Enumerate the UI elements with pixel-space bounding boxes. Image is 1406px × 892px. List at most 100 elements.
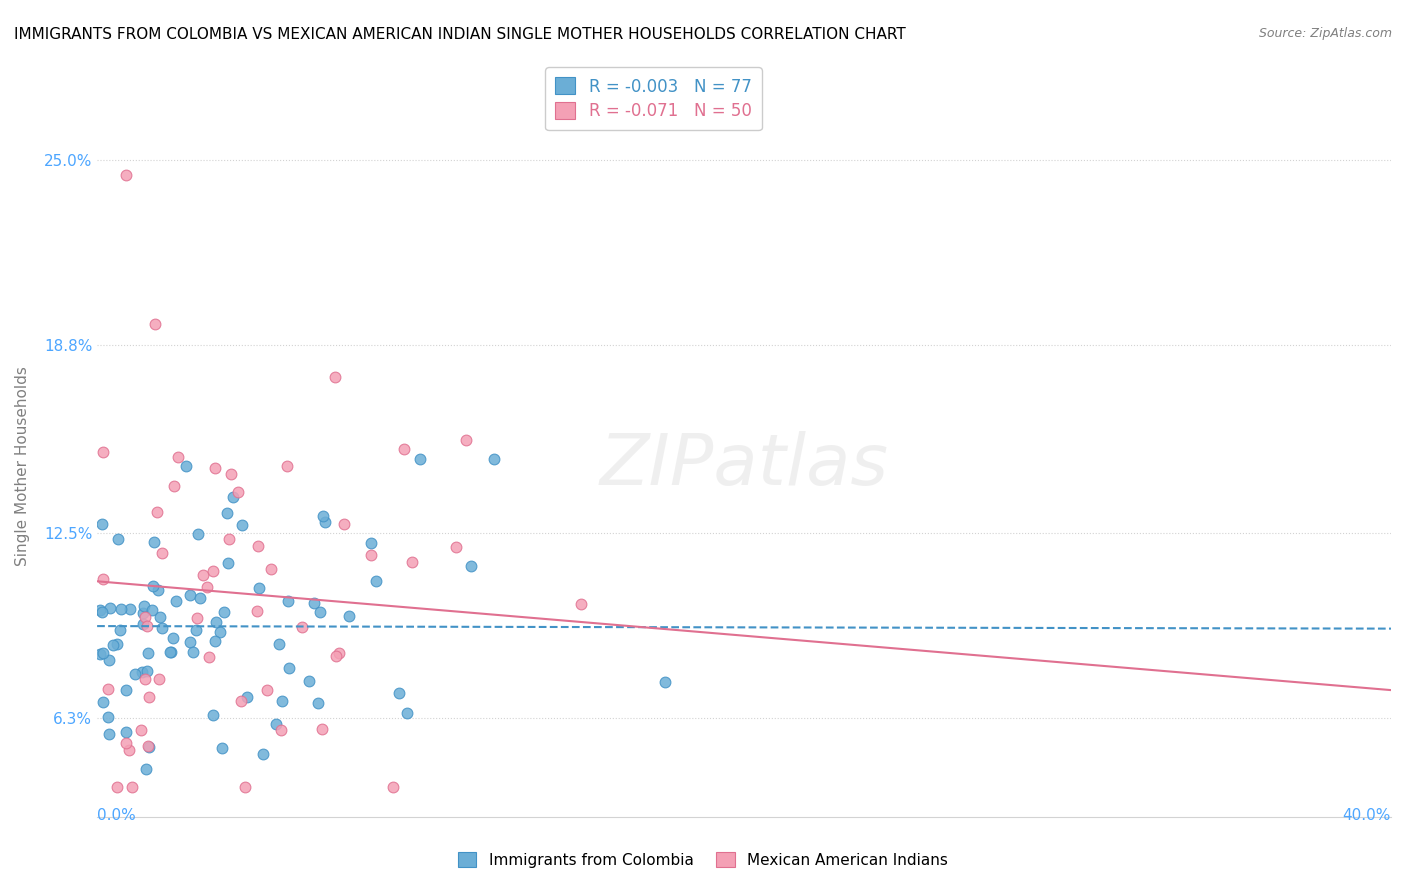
Point (114, 724, 136, 739)
Point (162, 632, 184, 646)
Point (91, 572, 114, 586)
Text: ZIPatlas: ZIPatlas (599, 432, 889, 500)
Point (401, 555, 423, 569)
Point (110, 601, 132, 615)
Point (337, 608, 360, 623)
Point (176, 458, 198, 473)
Point (98, 727, 121, 741)
Point (134, 599, 156, 614)
Point (131, 723, 153, 737)
Point (270, 723, 292, 737)
Point (148, 673, 170, 687)
Point (136, 647, 159, 661)
Point (89, 603, 111, 617)
Point (409, 452, 432, 467)
Point (179, 635, 201, 649)
Point (205, 615, 228, 629)
Point (91, 695, 114, 709)
Point (141, 603, 163, 617)
Point (569, 597, 592, 611)
Point (89, 647, 111, 661)
Point (179, 588, 201, 602)
Point (187, 526, 209, 541)
Y-axis label: Single Mother Households: Single Mother Households (15, 366, 30, 566)
Point (264, 717, 287, 731)
Point (276, 458, 298, 473)
Point (131, 616, 153, 631)
Point (395, 706, 418, 720)
Point (277, 593, 299, 607)
Point (124, 667, 146, 681)
Text: 40.0%: 40.0% (1343, 808, 1391, 823)
Point (256, 682, 278, 697)
Point (134, 610, 156, 624)
Point (146, 505, 169, 519)
Point (184, 623, 207, 637)
Point (308, 605, 330, 619)
Point (91, 516, 114, 531)
Point (314, 515, 336, 529)
Point (143, 317, 166, 331)
Point (208, 624, 231, 639)
Point (222, 490, 245, 504)
Point (204, 633, 226, 648)
Point (146, 582, 169, 597)
Point (328, 646, 350, 660)
Point (135, 762, 157, 776)
Point (97, 681, 120, 696)
Point (482, 452, 505, 467)
Point (167, 450, 190, 465)
Point (138, 740, 160, 755)
Point (118, 743, 141, 757)
Point (138, 690, 160, 704)
Point (446, 541, 468, 555)
Legend: Immigrants from Colombia, Mexican American Indians: Immigrants from Colombia, Mexican Americ… (450, 844, 956, 875)
Point (120, 601, 142, 615)
Text: IMMIGRANTS FROM COLOMBIA VS MEXICAN AMERICAN INDIAN SINGLE MOTHER HOUSEHOLDS COR: IMMIGRANTS FROM COLOMBIA VS MEXICAN AMER… (14, 27, 905, 42)
Point (150, 546, 173, 560)
Point (278, 660, 301, 674)
Point (105, 637, 128, 651)
Point (136, 739, 159, 753)
Point (394, 442, 416, 456)
Point (217, 556, 239, 570)
Point (291, 620, 314, 634)
Point (211, 741, 233, 756)
Point (302, 596, 325, 610)
Point (454, 433, 477, 447)
Point (247, 539, 270, 553)
Point (252, 747, 274, 761)
Point (98, 653, 121, 667)
Point (247, 581, 270, 595)
Point (201, 564, 224, 578)
Point (101, 638, 124, 652)
Text: Source: ZipAtlas.com: Source: ZipAtlas.com (1258, 27, 1392, 40)
Point (135, 619, 157, 633)
Point (197, 649, 219, 664)
Point (201, 708, 224, 723)
Point (226, 484, 249, 499)
Point (219, 467, 242, 481)
Point (132, 606, 155, 620)
Point (382, 780, 405, 794)
Point (121, 780, 143, 794)
Point (150, 621, 173, 635)
Point (131, 665, 153, 679)
Point (298, 673, 321, 688)
Point (159, 645, 181, 659)
Point (235, 690, 257, 704)
Point (233, 780, 256, 794)
Point (267, 637, 290, 651)
Point (91, 605, 114, 619)
Point (149, 610, 172, 624)
Point (186, 611, 208, 625)
Point (388, 686, 411, 700)
Point (134, 672, 156, 686)
Point (245, 604, 267, 618)
Point (165, 594, 187, 608)
Point (105, 780, 128, 794)
Point (311, 723, 333, 737)
Point (460, 559, 482, 574)
Point (163, 479, 186, 493)
Point (114, 682, 136, 697)
